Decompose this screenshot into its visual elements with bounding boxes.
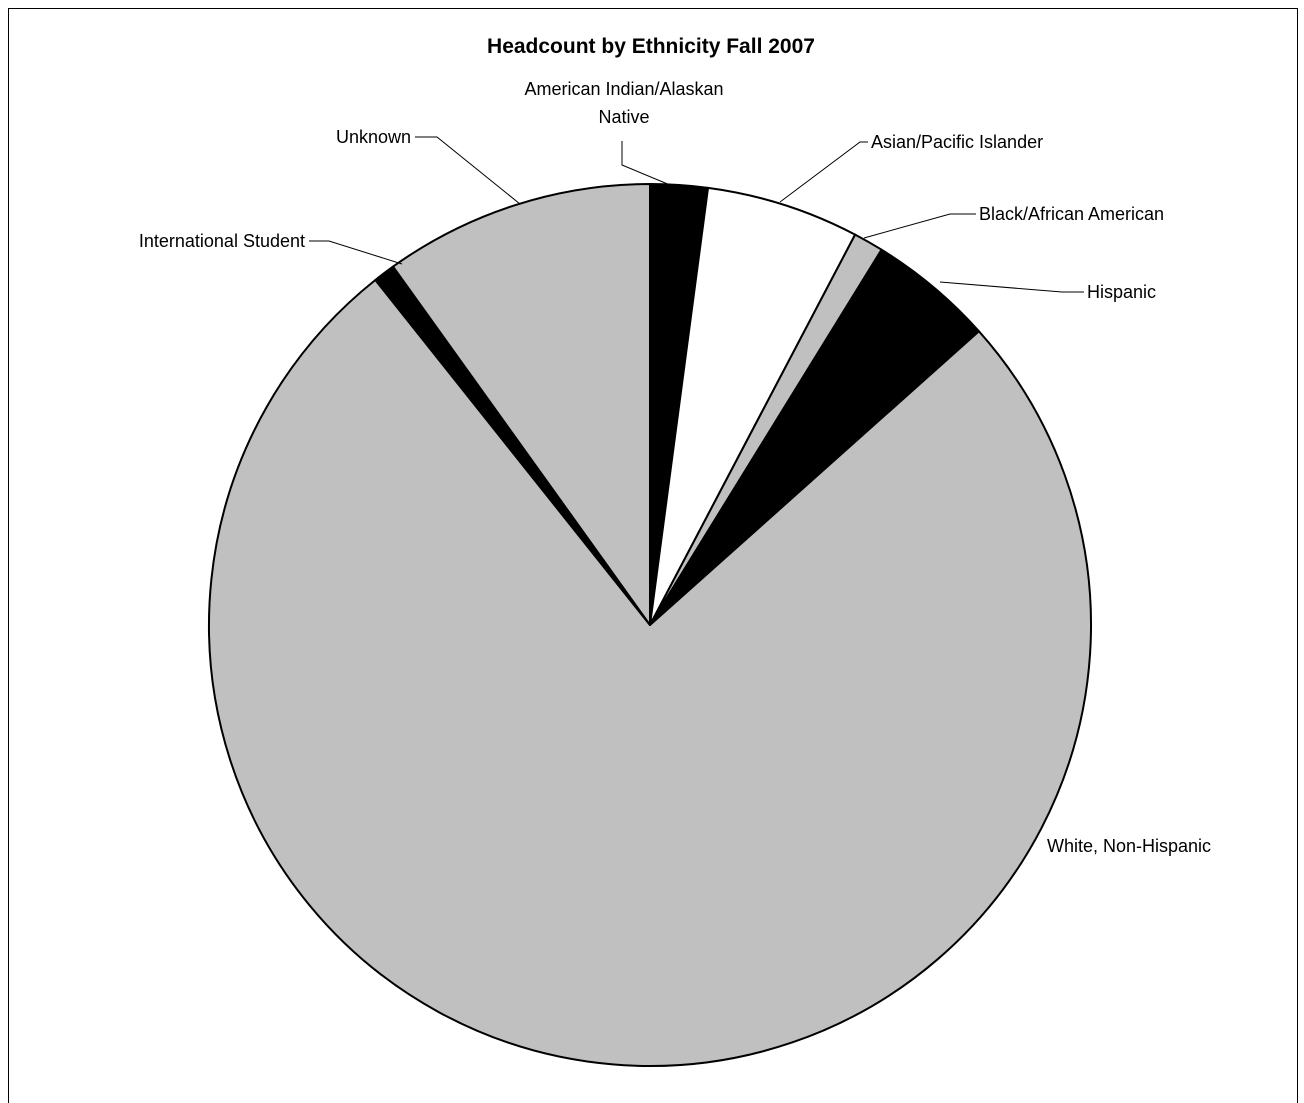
pie-slice-6 — [392, 183, 651, 626]
slice-label-5: International Student — [139, 231, 305, 251]
leader-line-6 — [415, 136, 521, 205]
leader-line-1 — [779, 141, 868, 203]
leader-line-2 — [863, 213, 976, 239]
pie-slice-1 — [649, 186, 857, 626]
slice-label-3: Hispanic — [1087, 282, 1156, 302]
slice-label-4: White, Non-Hispanic — [1047, 836, 1211, 856]
slice-label-6: Unknown — [336, 127, 411, 147]
slice-label-0-line-0: American Indian/Alaskan — [524, 79, 723, 99]
leader-line-5 — [309, 240, 403, 265]
pie-slice-4 — [208, 278, 1092, 1067]
leader-line-0 — [621, 141, 671, 186]
slice-label-1: Asian/Pacific Islander — [871, 132, 1043, 152]
chart-title: Headcount by Ethnicity Fall 2007 — [487, 35, 815, 58]
leader-line-3 — [939, 281, 1084, 293]
slice-label-0-line-1: Native — [598, 107, 649, 127]
slice-label-2: Black/African American — [979, 204, 1164, 224]
